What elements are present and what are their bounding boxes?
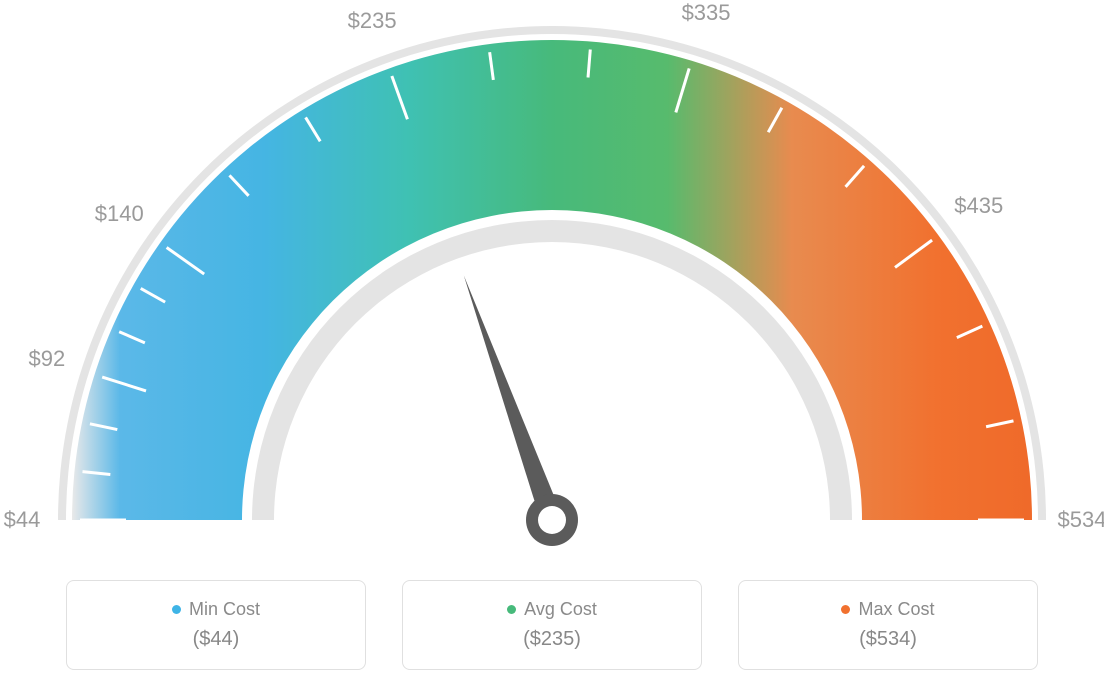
gauge-tick-label: $335 [682, 0, 731, 26]
legend-title-min: Min Cost [172, 599, 260, 620]
gauge-tick-label: $44 [4, 507, 41, 533]
legend-value-avg: ($235) [523, 628, 581, 651]
gauge-svg [0, 0, 1104, 560]
gauge-tick-label: $140 [95, 201, 144, 227]
legend-row: Min Cost ($44) Avg Cost ($235) Max Cost … [0, 580, 1104, 670]
legend-card-avg: Avg Cost ($235) [402, 580, 702, 670]
legend-title-max: Max Cost [841, 599, 934, 620]
legend-title-avg: Avg Cost [507, 599, 597, 620]
gauge-tick-label: $534 [1058, 507, 1104, 533]
legend-value-max: ($534) [859, 628, 917, 651]
legend-title-text: Max Cost [858, 599, 934, 620]
legend-card-max: Max Cost ($534) [738, 580, 1038, 670]
legend-value-min: ($44) [193, 628, 240, 651]
gauge-tick-label: $92 [29, 346, 66, 372]
legend-title-text: Avg Cost [524, 599, 597, 620]
dot-icon [172, 605, 181, 614]
dot-icon [841, 605, 850, 614]
gauge-tick-label: $435 [954, 193, 1003, 219]
gauge-chart: $44 $92 $140 $235 $335 $435 $534 [0, 0, 1104, 560]
legend-card-min: Min Cost ($44) [66, 580, 366, 670]
dot-icon [507, 605, 516, 614]
gauge-tick-label: $235 [348, 8, 397, 34]
legend-title-text: Min Cost [189, 599, 260, 620]
